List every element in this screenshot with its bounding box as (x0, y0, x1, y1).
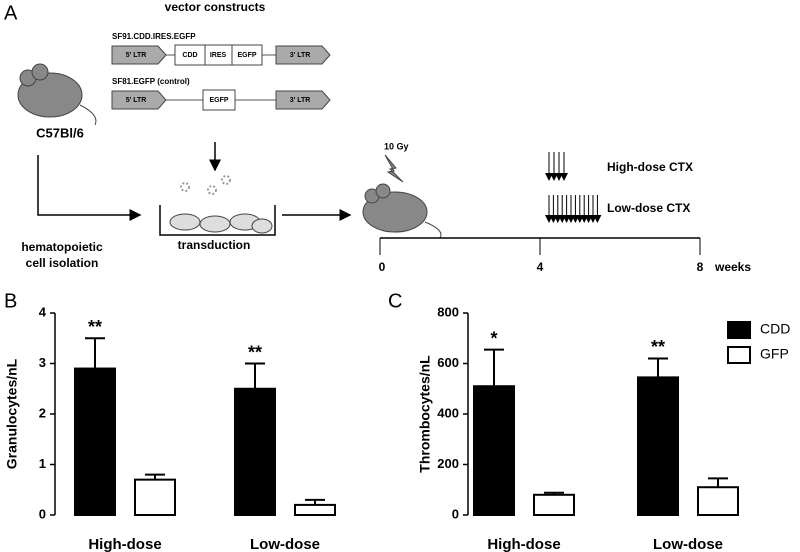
step-label: cell isolation (26, 256, 99, 270)
treatment-label: High-dose CTX (607, 160, 693, 174)
element: EGFP (237, 52, 256, 59)
legend-label: GFP (760, 346, 789, 362)
panel-label: B (4, 290, 17, 312)
element: 3' LTR (290, 52, 311, 59)
significance: ** (88, 317, 102, 337)
panel-label: A (4, 2, 18, 24)
dose-arrows (545, 152, 602, 223)
element: 5' LTR (126, 97, 147, 104)
y-tick-label: 600 (437, 355, 459, 370)
y-tick-label: 4 (39, 304, 47, 319)
construct-name: SF91.CDD.IRES.EGFP (112, 32, 196, 41)
mouse-icon (17, 63, 97, 126)
ltr (111, 90, 167, 110)
x-tick-label: High-dose (487, 536, 560, 552)
bar (533, 493, 575, 516)
timeline-label: 0 (379, 260, 386, 274)
bar (637, 376, 679, 517)
treatment-label: Low-dose CTX (607, 201, 690, 215)
error-bar (484, 348, 504, 387)
mouse-strain: C57Bl/6 (36, 125, 84, 140)
gene (231, 44, 263, 66)
ltr (275, 45, 331, 65)
element: IRES (210, 52, 227, 59)
virus-particles (180, 175, 231, 195)
y-tick-label: 1 (39, 456, 46, 471)
y-tick-label: 3 (39, 355, 46, 370)
y-axis-label: Granulocytes/nL (4, 358, 20, 469)
error-bar (648, 357, 668, 378)
step-label: hematopoietic (21, 240, 103, 254)
timeline-unit: weeks (714, 260, 751, 274)
x-tick-label: Low-dose (250, 536, 320, 552)
mouse-icon (362, 183, 442, 239)
bar (697, 486, 739, 517)
legend-swatch (727, 346, 751, 364)
timeline-label: 8 (697, 260, 704, 274)
gene (202, 89, 236, 111)
error-bar (85, 337, 105, 369)
error-bar (245, 362, 265, 389)
radiation-icon (384, 154, 404, 183)
ltr (275, 90, 331, 110)
culture-dish (159, 205, 276, 236)
bar (294, 503, 336, 516)
y-tick-label: 0 (39, 506, 46, 521)
charts: B Granulocytes/nL 0 1 2 3 4 High-dose ** Low-dose… (4, 290, 791, 552)
y-tick-label: 2 (39, 405, 46, 420)
significance: ** (651, 337, 665, 357)
constructs-title: vector constructs (165, 0, 266, 14)
panel-a: A vector constructs SF91.CDD.IRES.EGFP 5… (4, 0, 751, 274)
significance: ** (248, 342, 262, 362)
element: CDD (182, 52, 197, 59)
legend-swatch (727, 321, 751, 339)
element: 5' LTR (126, 52, 147, 59)
significance: * (490, 328, 497, 348)
element: 3' LTR (290, 97, 311, 104)
y-tick-label: 400 (437, 405, 459, 420)
error-bar (708, 477, 728, 488)
ltr (111, 45, 167, 65)
timeline-label: 4 (537, 260, 544, 274)
y-tick-label: 800 (437, 304, 459, 319)
bar (134, 478, 176, 516)
legend-label: CDD (760, 321, 790, 337)
irradiation-dose: 10 Gy (384, 141, 409, 151)
panel-label: C (388, 290, 402, 312)
y-axis-label: Thrombocytes/nL (417, 355, 433, 473)
construct-name: SF81.EGFP (control) (112, 77, 190, 86)
step-label: transduction (178, 238, 251, 252)
x-tick-label: High-dose (88, 536, 161, 552)
arrow (37, 155, 142, 221)
bar (234, 387, 276, 516)
x-tick-label: Low-dose (653, 536, 723, 552)
element: EGFP (209, 97, 228, 104)
bar (74, 367, 116, 516)
bar (473, 385, 515, 516)
y-tick-label: 200 (437, 456, 459, 471)
y-tick-label: 0 (452, 506, 459, 521)
